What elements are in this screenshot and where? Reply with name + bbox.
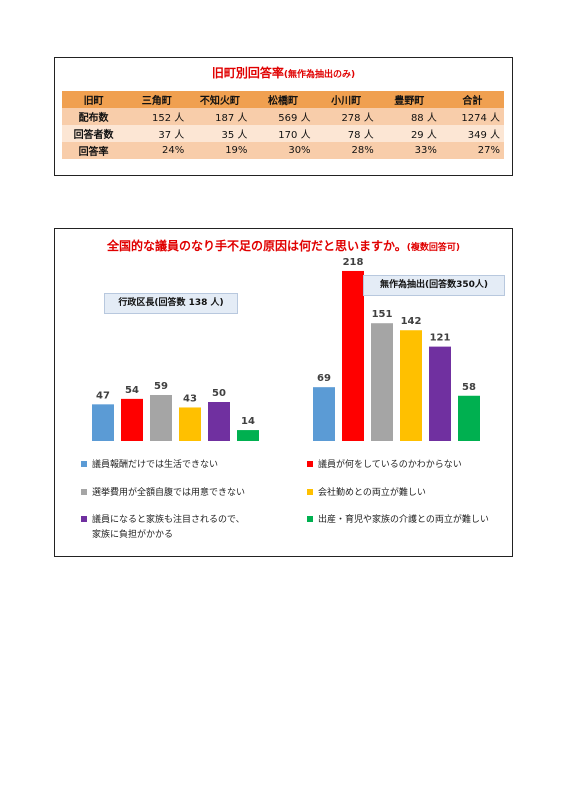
table-cell: 78 人 xyxy=(314,125,378,142)
table-cell: 1274 人 xyxy=(440,108,504,125)
bar xyxy=(313,387,335,441)
table-header-cell: 三角町 xyxy=(125,91,189,108)
row-label: 回答率 xyxy=(62,142,126,159)
legend-item: 議員報酬だけでは生活できない xyxy=(81,458,218,473)
table-header-cell: 松橋町 xyxy=(251,91,315,108)
legend-item: 会社勤めとの両立が難しい xyxy=(307,486,426,501)
bar xyxy=(400,330,422,441)
table-header-row: 旧町 三角町 不知火町 松橋町 小川町 豊野町 合計 xyxy=(62,91,504,108)
row-label: 回答者数 xyxy=(62,125,126,142)
legend-label: 選挙費用が全額自腹では用意できない xyxy=(92,488,246,498)
data-label: 43 xyxy=(183,393,197,404)
table-row: 回答者数 37 人 35 人 170 人 78 人 29 人 349 人 xyxy=(62,125,504,142)
legend-label: 議員報酬だけでは生活できない xyxy=(92,460,219,470)
table-header-cell: 豊野町 xyxy=(377,91,441,108)
bar xyxy=(150,394,172,441)
table-cell: 88 人 xyxy=(377,108,441,125)
row-label: 配布数 xyxy=(62,108,126,125)
table-cell: 278 人 xyxy=(314,108,378,125)
response-table-title: 旧町別回答率(無作為抽出のみ) xyxy=(55,64,512,81)
table-cell: 187 人 xyxy=(188,108,252,125)
response-rate-panel: 旧町別回答率(無作為抽出のみ) 旧町 三角町 不知火町 松橋町 小川町 豊野町 … xyxy=(54,57,513,176)
legend-swatch xyxy=(307,489,313,495)
table-header-cell: 不知火町 xyxy=(188,91,252,108)
legend-swatch xyxy=(307,516,313,522)
table-row: 配布数 152 人 187 人 569 人 278 人 88 人 1274 人 xyxy=(62,108,504,125)
bar-charts: 47 54 59 43 50 14 69 218 151 142 121 58 xyxy=(92,257,480,441)
data-label: 69 xyxy=(317,373,331,384)
legend-item: 議員が何をしているのかわからない xyxy=(307,458,462,473)
table-header-cell: 旧町 xyxy=(62,91,126,108)
legend-label: 出産・育児や家族の介護との両立が難しい xyxy=(318,515,489,525)
legend-swatch xyxy=(307,461,313,467)
bar xyxy=(208,402,230,441)
data-label: 14 xyxy=(241,416,255,427)
bar xyxy=(121,398,143,441)
data-label: 151 xyxy=(372,309,393,320)
chart-panel-subtitle: (複数回答可) xyxy=(406,243,460,253)
response-table-subtitle: (無作為抽出のみ) xyxy=(283,70,356,80)
data-label: 59 xyxy=(154,381,168,392)
legend-label-line2: 家族に負担がかかる xyxy=(92,530,174,540)
legend-item: 出産・育児や家族の介護との両立が難しい xyxy=(307,513,489,528)
chart-panel-title-main: 全国的な議員のなり手不足の原因は何だと思いますか。 xyxy=(107,239,407,253)
table-cell: 33% xyxy=(377,142,441,159)
legend-item: 議員になると家族も注目されるので、 家族に負担がかかる xyxy=(81,513,245,543)
data-label: 121 xyxy=(430,333,451,344)
bar xyxy=(237,430,259,441)
response-rate-table: 旧町 三角町 不知火町 松橋町 小川町 豊野町 合計 配布数 152 人 187… xyxy=(62,91,504,159)
data-label: 50 xyxy=(212,388,226,399)
bar xyxy=(342,270,364,441)
data-label: 142 xyxy=(401,316,422,327)
table-row: 回答率 24% 19% 30% 28% 33% 27% xyxy=(62,142,504,159)
legend-label: 会社勤めとの両立が難しい xyxy=(318,488,426,498)
legend-label: 議員になると家族も注目されるので、 家族に負担がかかる xyxy=(92,513,245,543)
table-header-cell: 小川町 xyxy=(314,91,378,108)
table-cell: 30% xyxy=(251,142,315,159)
table-cell: 37 人 xyxy=(125,125,189,142)
table-cell: 24% xyxy=(125,142,189,159)
table-cell: 29 人 xyxy=(377,125,441,142)
data-label: 54 xyxy=(125,385,139,396)
legend-label: 議員が何をしているのかわからない xyxy=(318,460,462,470)
legend-swatch xyxy=(81,489,87,495)
legend-label-line1: 議員になると家族も注目されるので、 xyxy=(92,515,245,525)
table-cell: 569 人 xyxy=(251,108,315,125)
table-cell: 152 人 xyxy=(125,108,189,125)
table-cell: 170 人 xyxy=(251,125,315,142)
table-header-cell: 合計 xyxy=(440,91,504,108)
bar xyxy=(458,395,480,441)
table-cell: 349 人 xyxy=(440,125,504,142)
data-label: 47 xyxy=(96,390,110,401)
table-cell: 27% xyxy=(440,142,504,159)
bar xyxy=(429,346,451,441)
data-label: 58 xyxy=(462,382,476,393)
data-label: 218 xyxy=(343,257,364,268)
chart-title-random-sample: 無作為抽出(回答数350人) xyxy=(363,275,505,296)
legend-item: 選挙費用が全額自腹では用意できない xyxy=(81,486,245,501)
response-table-title-main: 旧町別回答率 xyxy=(211,66,284,80)
bar xyxy=(92,404,114,441)
bar xyxy=(371,323,393,441)
chart-panel-title: 全国的な議員のなり手不足の原因は何だと思いますか。(複数回答可) xyxy=(55,237,512,254)
chart-panel: 全国的な議員のなり手不足の原因は何だと思いますか。(複数回答可) 47 54 59 4… xyxy=(54,228,513,557)
legend-swatch xyxy=(81,461,87,467)
table-cell: 35 人 xyxy=(188,125,252,142)
table-cell: 28% xyxy=(314,142,378,159)
bar xyxy=(179,407,201,441)
table-cell: 19% xyxy=(188,142,252,159)
chart-title-district-heads: 行政区長(回答数 138 人) xyxy=(104,293,238,314)
legend-swatch xyxy=(81,516,87,522)
